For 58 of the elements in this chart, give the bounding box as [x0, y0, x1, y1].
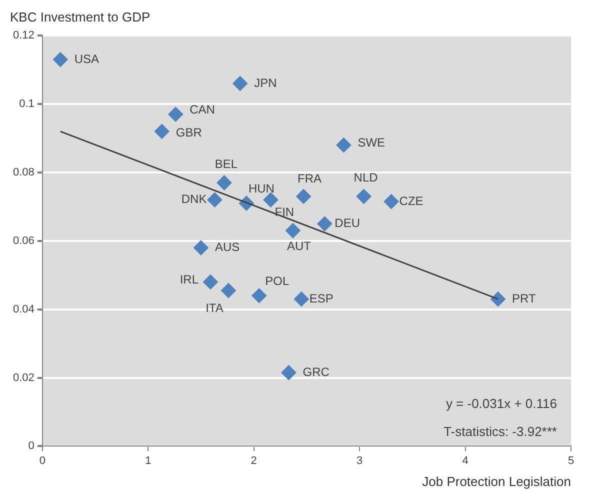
annotation: DEU — [334, 216, 360, 230]
point — [285, 223, 300, 238]
annotation: PRT — [512, 291, 537, 306]
annotation: y = -0.031x + 0.116 — [446, 396, 557, 411]
annotation: ESP — [309, 291, 334, 306]
y-tick-label: 0.1 — [19, 98, 34, 110]
x-tick-label: 4 — [462, 454, 468, 467]
point — [294, 292, 309, 307]
point — [317, 216, 332, 232]
x-tick-label: 1 — [145, 454, 152, 467]
y-tick-label: 0.04 — [12, 303, 34, 316]
point — [252, 288, 267, 304]
x-axis-title: Job Protection Legislation — [422, 474, 571, 489]
point — [154, 124, 170, 139]
point — [220, 283, 236, 298]
y-tick-label: 0.06 — [12, 234, 34, 247]
y-tick-label: 0.12 — [12, 30, 34, 42]
annotation: JPN — [254, 76, 277, 90]
annotation: IRL — [180, 272, 199, 286]
y-tick-label: 0.08 — [12, 166, 34, 178]
annotation: AUS — [214, 240, 240, 254]
point — [490, 292, 506, 307]
point — [203, 274, 218, 290]
chart-title: KBC Investment to GDP — [10, 9, 150, 24]
y-tick-label: 0.02 — [12, 372, 34, 384]
annotation: ITA — [206, 300, 224, 315]
annotation: GBR — [176, 126, 202, 140]
annotation: USA — [74, 52, 100, 66]
point — [232, 76, 248, 92]
annotation: CAN — [190, 102, 215, 117]
annotation: DNK — [181, 192, 207, 206]
point — [216, 175, 232, 190]
annotation: CZE — [399, 194, 424, 208]
point — [52, 52, 68, 68]
annotation: FRA — [298, 172, 322, 186]
x-tick-label: 3 — [356, 454, 363, 467]
annotation: T-statistics: -3.92*** — [444, 424, 557, 439]
y-tick-label: 0 — [28, 440, 34, 452]
x-tick-label: 5 — [568, 454, 574, 467]
point — [336, 138, 352, 153]
point — [281, 365, 296, 380]
annotation: NLD — [354, 170, 378, 185]
point — [384, 194, 399, 210]
annotation: POL — [265, 274, 290, 288]
annotation: FIN — [274, 205, 294, 220]
point — [207, 192, 222, 208]
annotation: AUT — [286, 238, 312, 253]
annotation: BEL — [214, 157, 238, 172]
point — [168, 106, 184, 122]
x-tick-label: 0 — [39, 454, 46, 467]
point — [193, 240, 208, 256]
annotation: GRC — [302, 364, 330, 379]
annotation: HUN — [248, 182, 274, 196]
annotation: SWE — [358, 135, 386, 150]
point — [263, 192, 278, 208]
point — [296, 188, 312, 204]
point — [356, 188, 372, 204]
x-tick-label: 2 — [250, 454, 257, 467]
